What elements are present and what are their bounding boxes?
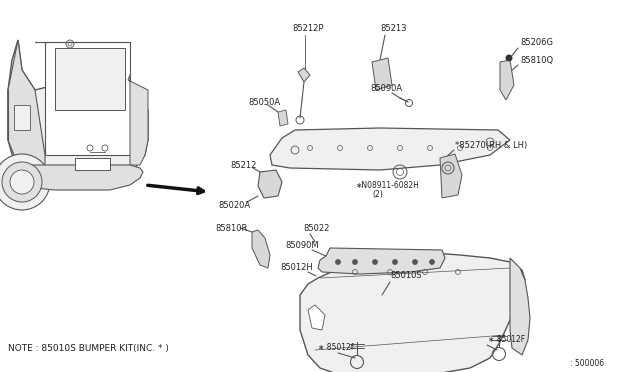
Circle shape xyxy=(413,260,417,264)
Circle shape xyxy=(429,260,435,264)
Text: 85090A: 85090A xyxy=(370,83,402,93)
Polygon shape xyxy=(372,58,392,90)
Circle shape xyxy=(392,260,397,264)
Text: : 500006: : 500006 xyxy=(570,359,604,369)
Text: 85020A: 85020A xyxy=(218,201,250,209)
Text: 85212: 85212 xyxy=(230,160,257,170)
Text: ∗ 85012F: ∗ 85012F xyxy=(488,336,525,344)
Text: 85206G: 85206G xyxy=(520,38,553,46)
Text: 85810R: 85810R xyxy=(215,224,248,232)
Text: 85212P: 85212P xyxy=(292,23,323,32)
Polygon shape xyxy=(440,154,462,198)
Text: 85213: 85213 xyxy=(380,23,406,32)
Polygon shape xyxy=(12,165,143,190)
Polygon shape xyxy=(298,68,310,82)
Polygon shape xyxy=(258,170,282,198)
Text: 85012H: 85012H xyxy=(280,263,313,273)
Polygon shape xyxy=(8,40,45,180)
Polygon shape xyxy=(14,105,30,130)
Polygon shape xyxy=(510,258,530,355)
Polygon shape xyxy=(75,158,110,170)
Text: 85090M: 85090M xyxy=(285,241,319,250)
Text: *85270(RH & LH): *85270(RH & LH) xyxy=(455,141,527,150)
Text: NOTE : 85010S BUMPER KIT(INC. * ): NOTE : 85010S BUMPER KIT(INC. * ) xyxy=(8,343,169,353)
Circle shape xyxy=(506,55,512,61)
Polygon shape xyxy=(55,48,125,110)
Polygon shape xyxy=(252,230,270,268)
Polygon shape xyxy=(300,252,525,372)
Text: ∗N08911-6082H: ∗N08911-6082H xyxy=(355,180,419,189)
Polygon shape xyxy=(500,60,514,100)
Circle shape xyxy=(372,260,378,264)
Polygon shape xyxy=(128,75,148,165)
Circle shape xyxy=(10,170,34,194)
Text: 85010S: 85010S xyxy=(390,270,422,279)
Text: ∗ 85012f: ∗ 85012f xyxy=(318,343,353,353)
Polygon shape xyxy=(308,305,325,330)
Text: 85050A: 85050A xyxy=(248,97,280,106)
Circle shape xyxy=(335,260,340,264)
Circle shape xyxy=(353,260,358,264)
Circle shape xyxy=(0,154,50,210)
Polygon shape xyxy=(318,248,445,274)
Polygon shape xyxy=(270,128,510,170)
Text: (2): (2) xyxy=(372,189,383,199)
Circle shape xyxy=(2,162,42,202)
Polygon shape xyxy=(45,42,130,155)
Polygon shape xyxy=(8,40,148,180)
Polygon shape xyxy=(278,110,288,126)
Text: 85022: 85022 xyxy=(303,224,330,232)
Text: 85810Q: 85810Q xyxy=(520,55,553,64)
